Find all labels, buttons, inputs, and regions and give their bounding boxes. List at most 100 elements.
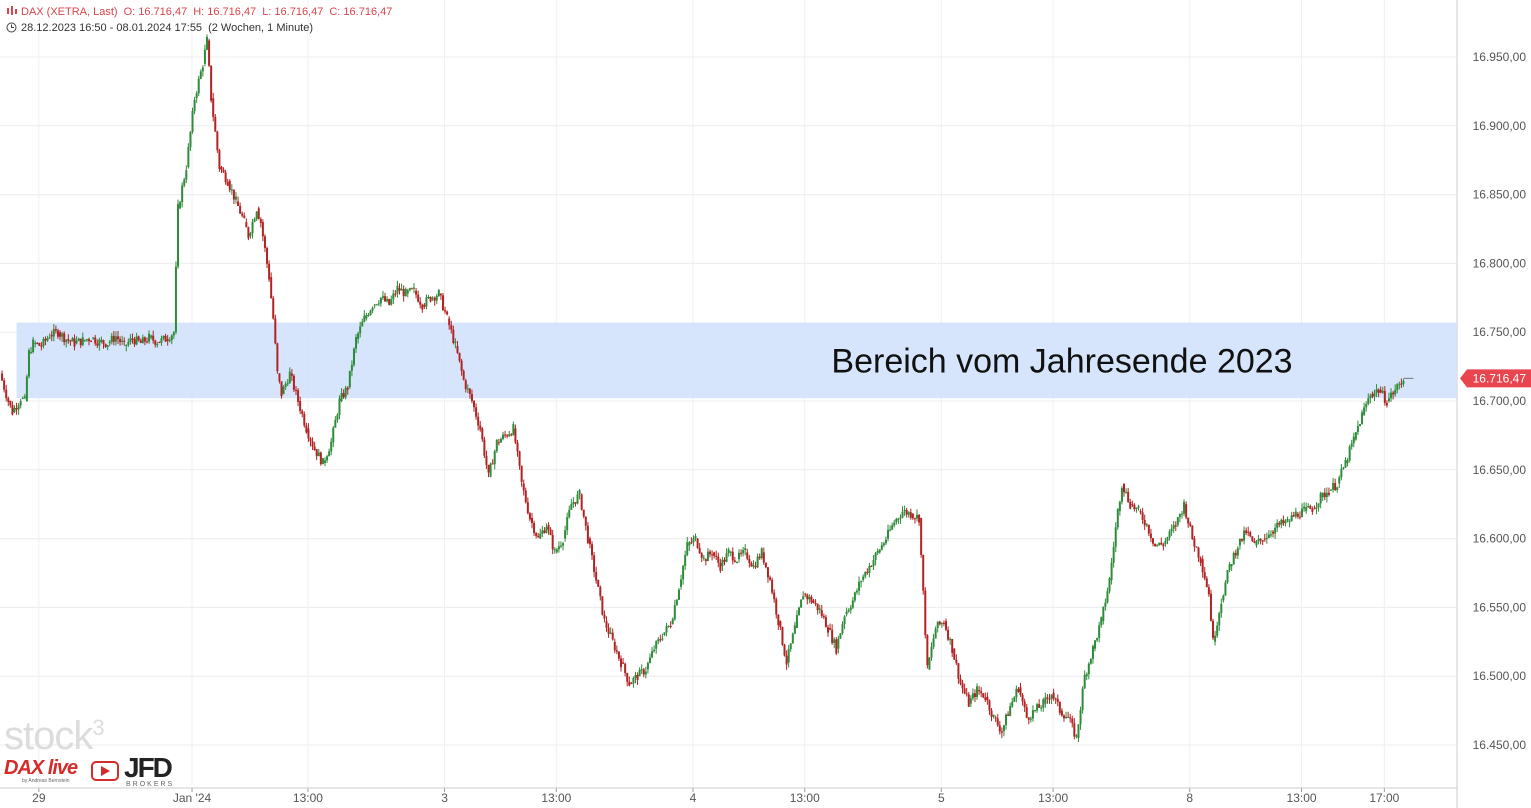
candle-body — [309, 438, 312, 442]
candle-body — [497, 442, 500, 444]
candle-body — [77, 338, 80, 341]
candle-body — [75, 340, 78, 344]
candle-body — [829, 628, 832, 630]
candle-body — [268, 263, 271, 280]
candle-body — [1180, 513, 1183, 515]
candle-body — [398, 288, 401, 291]
candle-body — [301, 411, 304, 414]
candle-body — [251, 221, 254, 234]
candle-body — [959, 678, 962, 684]
low-value: L: 16.716,47 — [262, 6, 324, 18]
candle-body — [121, 340, 124, 342]
candle-body — [1005, 714, 1008, 726]
candle-body — [893, 522, 896, 526]
candle-body — [1383, 390, 1386, 403]
candle-body — [1141, 512, 1144, 521]
candle-body — [913, 518, 916, 520]
candle-body — [164, 335, 167, 342]
candle-body — [315, 449, 318, 457]
candle-body — [744, 548, 747, 550]
candle-body — [557, 546, 560, 550]
candle-body — [203, 49, 206, 64]
candle-body — [928, 657, 931, 670]
candle-body — [684, 554, 687, 566]
candle-body — [143, 337, 146, 342]
candle-body — [572, 502, 575, 505]
candle-body — [1127, 491, 1130, 502]
candle-body — [1261, 540, 1264, 542]
candle-body — [667, 625, 670, 627]
candle-body — [963, 688, 966, 694]
candle-body — [344, 387, 347, 398]
candle-body — [661, 638, 664, 640]
y-tick-label: 16.750,00 — [1473, 325, 1527, 339]
candle-body — [334, 420, 337, 428]
candle-body — [1307, 506, 1310, 508]
date-range: 28.12.2023 16:50 - 08.01.2024 17:55 — [21, 22, 203, 34]
candle-body — [361, 321, 364, 327]
candle-body — [386, 299, 389, 302]
candle-body — [535, 533, 538, 536]
candle-body — [1377, 389, 1380, 393]
candle-body — [1174, 525, 1177, 527]
candle-body — [133, 339, 136, 345]
candle-body — [162, 335, 165, 339]
candle-body — [1367, 398, 1370, 405]
range-header: 28.12.2023 16:50 - 08.01.2024 17:55 (2 Wo… — [6, 22, 319, 34]
candle-body — [90, 340, 93, 342]
jfd-logo: JFD — [124, 752, 173, 783]
candle-body — [808, 596, 811, 600]
candle-body — [988, 700, 991, 711]
candle-body — [1222, 595, 1225, 601]
candle-body — [1280, 519, 1283, 525]
candle-body — [504, 434, 507, 436]
y-tick-label: 16.500,00 — [1473, 669, 1527, 683]
candle-body — [884, 539, 887, 544]
candle-body — [226, 182, 229, 186]
candle-body — [158, 341, 161, 343]
candle-body — [568, 509, 571, 518]
candle-body — [795, 614, 798, 629]
candle-body — [1189, 523, 1192, 526]
candle-body — [1212, 620, 1215, 638]
candle-body — [11, 404, 14, 415]
candle-body — [1373, 392, 1376, 397]
candle-body — [1075, 735, 1078, 737]
candle-body — [239, 205, 242, 214]
candle-body — [208, 40, 211, 66]
candle-body — [938, 621, 941, 625]
high-value: H: 16.716,47 — [193, 6, 257, 18]
candle-body — [878, 549, 881, 553]
candle-body — [1402, 380, 1405, 384]
candle-body — [810, 596, 813, 603]
x-tick-label: Jan '24 — [173, 791, 212, 805]
candle-body — [388, 299, 391, 305]
candle-body — [514, 428, 517, 443]
candle-body — [379, 297, 382, 304]
candle-body — [847, 610, 850, 612]
candle-body — [1147, 524, 1150, 534]
candle-body — [911, 513, 914, 519]
candle-body — [222, 169, 225, 173]
candle-body — [56, 330, 59, 337]
candle-body — [1255, 541, 1258, 546]
candle-body — [528, 513, 531, 520]
candle-body — [1379, 389, 1382, 393]
candle-body — [733, 560, 736, 562]
candle-body — [1009, 706, 1012, 716]
candle-body — [259, 218, 262, 223]
candle-body — [266, 247, 269, 264]
candle-body — [73, 338, 76, 347]
candle-body — [444, 310, 447, 312]
candle-body — [34, 342, 37, 344]
candle-body — [450, 325, 453, 330]
candle-body — [746, 552, 749, 559]
candle-body — [350, 364, 353, 371]
candle-body — [787, 649, 790, 663]
candle-body — [818, 608, 821, 611]
candle-body — [7, 398, 10, 402]
candle-body — [920, 517, 923, 555]
candle-body — [394, 293, 397, 295]
candle-body — [858, 581, 861, 591]
